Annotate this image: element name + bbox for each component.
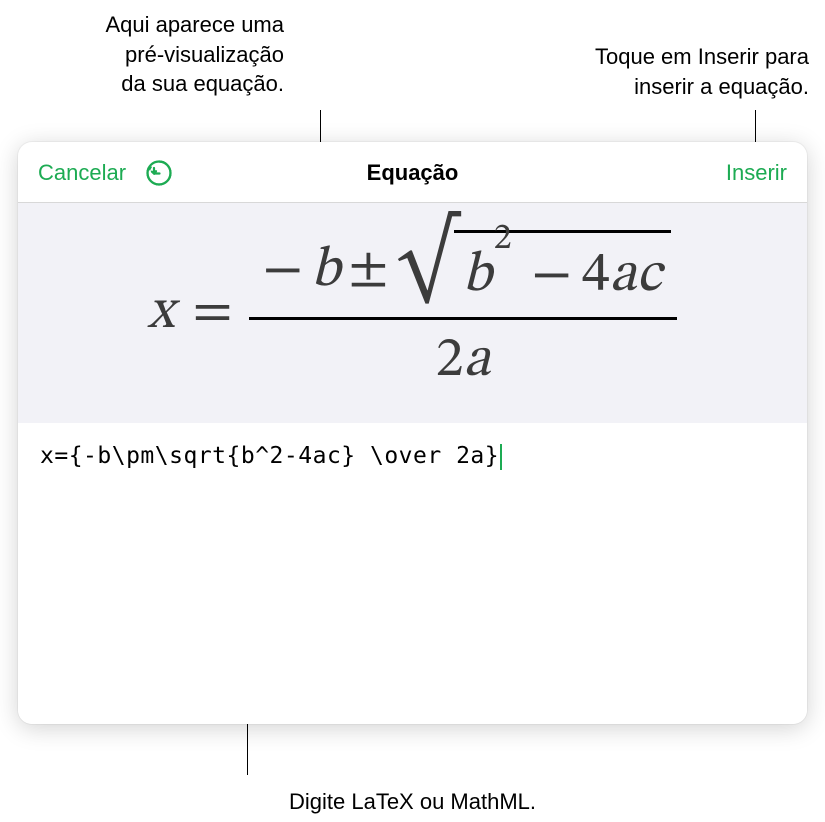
- text-cursor: [500, 444, 502, 470]
- eq-minus-sign: −: [263, 236, 303, 306]
- callout-insert: Toque em Inserir parainserir a equação.: [489, 42, 809, 101]
- eq-variable-x: x: [148, 278, 175, 348]
- eq-var-b: b: [311, 236, 340, 306]
- dialog-header: Cancelar Equação Inserir: [18, 142, 807, 203]
- eq-denom-two: 2: [436, 333, 464, 389]
- equation-dialog: Cancelar Equação Inserir x =: [18, 142, 807, 724]
- eq-plusminus-sign: ±: [348, 236, 388, 306]
- latex-input-area[interactable]: x={-b\pm\sqrt{b^2-4ac} \over 2a}: [18, 423, 807, 724]
- eq-sqrt-c: c: [637, 241, 662, 311]
- eq-sqrt-a: a: [610, 241, 637, 311]
- equation-preview: x = − b ± √ b 2 − 4 a c: [148, 230, 678, 396]
- eq-denom-a: a: [463, 333, 490, 389]
- eq-sqrt: √ b 2 − 4 a c: [397, 230, 672, 311]
- eq-sqrt-exponent: 2: [494, 217, 512, 262]
- header-left-group: Cancelar: [38, 158, 174, 188]
- eq-numerator: − b ± √ b 2 − 4 a c: [249, 230, 678, 317]
- callout-input: Digite LaTeX ou MathML.: [233, 787, 593, 817]
- equation-preview-area: x = − b ± √ b 2 − 4 a c: [18, 203, 807, 423]
- eq-equals: =: [192, 278, 232, 348]
- eq-sqrt-four: 4: [582, 241, 610, 311]
- eq-sqrt-b: b: [462, 241, 491, 311]
- latex-input-text: x={-b\pm\sqrt{b^2-4ac} \over 2a}: [40, 443, 499, 469]
- eq-fraction: − b ± √ b 2 − 4 a c: [249, 230, 678, 396]
- eq-sqrt-content: b 2 − 4 a c: [454, 230, 671, 311]
- undo-arrow-icon: [145, 159, 173, 187]
- eq-denominator: 2a: [436, 320, 491, 396]
- callout-preview: Aqui aparece umapré-visualizaçãoda sua e…: [30, 10, 284, 99]
- eq-sqrt-minus: −: [532, 241, 572, 311]
- insert-button[interactable]: Inserir: [726, 160, 787, 186]
- undo-button[interactable]: [144, 158, 174, 188]
- sqrt-radical-icon: √: [397, 230, 459, 296]
- dialog-title: Equação: [367, 160, 459, 186]
- cancel-button[interactable]: Cancelar: [38, 160, 126, 186]
